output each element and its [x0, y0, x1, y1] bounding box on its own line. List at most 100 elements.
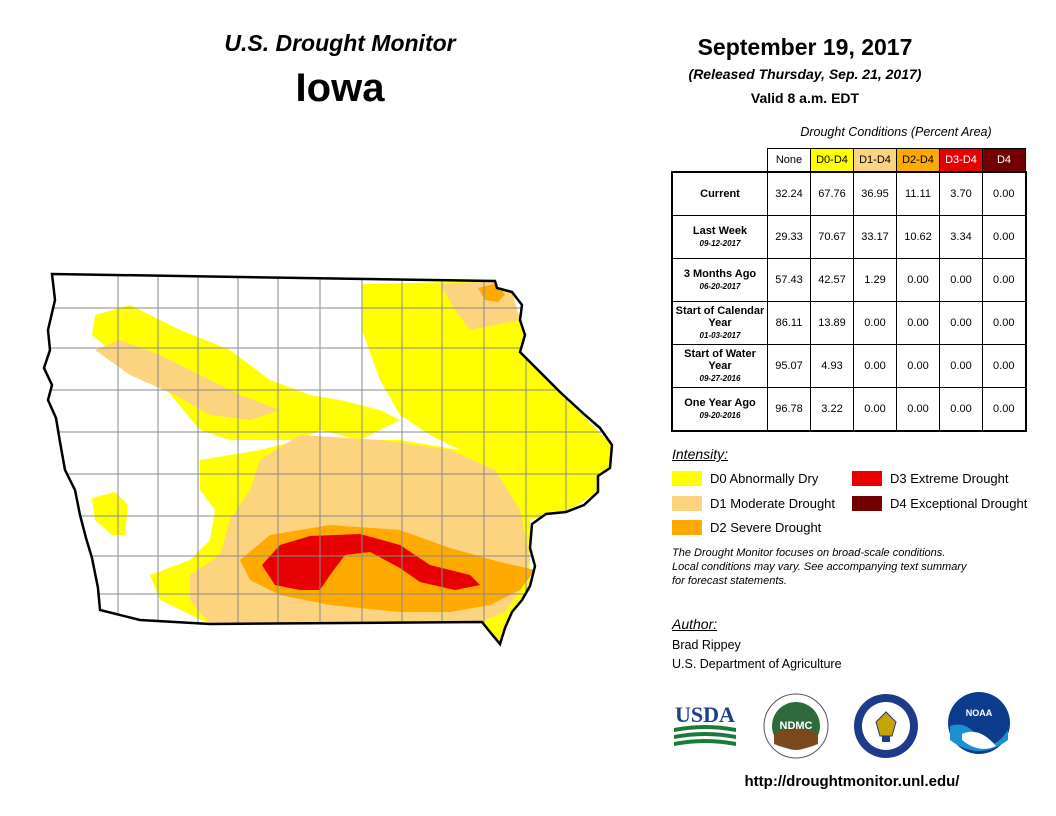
table-cell: 0.00 — [939, 387, 983, 432]
valid-time: Valid 8 a.m. EDT — [750, 90, 860, 106]
table-cell: 0.00 — [853, 344, 897, 388]
row-label: Last Week 09-12-2017 — [671, 215, 768, 259]
note-line: for forecast statements. — [672, 575, 787, 587]
table-cell: 4.93 — [810, 344, 854, 388]
table-cell: 0.00 — [896, 387, 940, 432]
table-cell: 0.00 — [982, 258, 1027, 302]
legend-item-d1: D1 Moderate Drought — [672, 496, 835, 511]
table-cell: 0.00 — [896, 344, 940, 388]
state-name: Iowa — [295, 66, 385, 110]
drought-conditions-table: None D0-D4 D1-D4 D2-D4 D3-D4 D4 Current 3… — [671, 148, 1027, 432]
table-cell: 86.11 — [767, 301, 811, 345]
row-label-text: 3 Months Ago — [683, 267, 757, 280]
iowa-outline — [42, 272, 614, 647]
table-cell: 0.00 — [939, 258, 983, 302]
table-cell: 32.24 — [767, 171, 811, 216]
column-header: D0-D4 — [810, 148, 854, 173]
note-line: The Drought Monitor focuses on broad-sca… — [672, 547, 946, 559]
release-date: (Released Thursday, Sep. 21, 2017) — [688, 66, 922, 82]
legend-label: D3 Extreme Drought — [890, 471, 1009, 486]
table-row: Start of Water Year 09-27-2016 95.07 4.93 0.… — [671, 344, 1027, 388]
legend-label: D0 Abnormally Dry — [710, 471, 819, 486]
map-date: September 19, 2017 — [697, 34, 913, 60]
table-cell: 36.95 — [853, 171, 897, 216]
legend-swatch — [852, 496, 882, 511]
table-cell: 0.00 — [939, 344, 983, 388]
table-cell: 0.00 — [982, 171, 1027, 216]
d0-area-northeast — [362, 281, 612, 520]
row-label: Start of Calendar Year 01-03-2017 — [671, 301, 768, 345]
legend-title: Intensity: — [672, 446, 729, 462]
table-cell: 0.00 — [982, 301, 1027, 345]
table-cell: 13.89 — [810, 301, 854, 345]
column-header: D2-D4 — [896, 148, 940, 173]
table-cell: 11.11 — [896, 171, 940, 216]
table-cell: 0.00 — [896, 301, 940, 345]
table-row: Last Week 09-12-2017 29.33 70.67 33.17 10.62 3… — [671, 215, 1027, 259]
table-cell: 57.43 — [767, 258, 811, 302]
row-date: 09-20-2016 — [699, 410, 741, 420]
author-name: Brad Rippey — [672, 638, 741, 652]
d1-area-northwest — [95, 340, 280, 420]
table-cell: 0.00 — [896, 258, 940, 302]
table-cell: 33.17 — [853, 215, 897, 259]
legend-label: D2 Severe Drought — [710, 520, 822, 535]
table-cell: 0.00 — [982, 387, 1027, 432]
table-cell: 3.70 — [939, 171, 983, 216]
table-cell: 1.29 — [853, 258, 897, 302]
column-header: D1-D4 — [853, 148, 897, 173]
column-header: D4 — [982, 148, 1026, 173]
legend-item-d4: D4 Exceptional Drought — [852, 496, 1027, 511]
table-corner — [672, 149, 768, 173]
legend-swatch — [672, 471, 702, 486]
row-label-text: One Year Ago — [684, 396, 756, 409]
column-header: None — [767, 148, 811, 173]
noaa-logo-icon: NOAA — [948, 692, 1010, 754]
row-label: Current — [671, 171, 768, 216]
map-title: U.S. Drought Monitor — [224, 30, 456, 56]
table-cell: 10.62 — [896, 215, 940, 259]
usda-logo-icon: USDA — [674, 702, 736, 746]
row-label: Start of Water Year 09-27-2016 — [671, 344, 768, 388]
noaa-logo-text: NOAA — [966, 708, 993, 718]
legend-swatch — [852, 471, 882, 486]
column-header: D3-D4 — [939, 148, 983, 173]
row-label: 3 Months Ago 06-20-2017 — [671, 258, 768, 302]
row-label-text: Last Week — [692, 224, 748, 237]
row-date: 06-20-2017 — [699, 281, 741, 291]
table-cell: 3.22 — [810, 387, 854, 432]
iowa-drought-map — [42, 272, 614, 647]
row-label: One Year Ago 09-20-2016 — [671, 387, 768, 432]
ndmc-logo-text: NDMC — [780, 720, 813, 732]
table-cell: 0.00 — [982, 344, 1027, 388]
d0-area-west — [92, 492, 128, 535]
note-line: Local conditions may vary. See accompany… — [672, 561, 967, 573]
county-boundaries — [44, 274, 612, 630]
row-label-text: Start of Water Year — [684, 347, 756, 372]
table-cell: 0.00 — [982, 215, 1027, 259]
row-label-text: Start of Calendar Year — [675, 304, 765, 329]
table-cell: 96.78 — [767, 387, 811, 432]
row-date: 09-12-2017 — [699, 238, 741, 248]
table-row: Start of Calendar Year 01-03-2017 86.11 13.… — [671, 301, 1027, 345]
table-caption: Drought Conditions (Percent Area) — [800, 125, 992, 139]
row-date: 09-27-2016 — [699, 373, 741, 383]
author-organization: U.S. Department of Agriculture — [672, 657, 842, 671]
table-cell: 67.76 — [810, 171, 854, 216]
table-row: Current 32.24 67.76 36.95 11.11 3.70 0.00 — [671, 171, 1027, 216]
disclaimer-note: The Drought Monitor focuses on broad-sca… — [672, 546, 1032, 588]
legend-swatch — [672, 520, 702, 535]
table-cell: 0.00 — [939, 301, 983, 345]
legend-item-d2: D2 Severe Drought — [672, 520, 821, 535]
commerce-seal-icon — [854, 694, 918, 758]
legend-label: D4 Exceptional Drought — [890, 496, 1028, 511]
row-date: 01-03-2017 — [699, 330, 741, 340]
legend-swatch — [672, 496, 702, 511]
d3-area — [262, 534, 480, 590]
table-cell: 3.34 — [939, 215, 983, 259]
usda-logo-text: USDA — [675, 702, 735, 727]
author-label: Author: — [672, 616, 718, 632]
monitor-url-link[interactable]: http://droughtmonitor.unl.edu/ — [744, 773, 960, 790]
legend-label: D1 Moderate Drought — [710, 496, 836, 511]
legend-item-d0: D0 Abnormally Dry — [672, 471, 818, 486]
